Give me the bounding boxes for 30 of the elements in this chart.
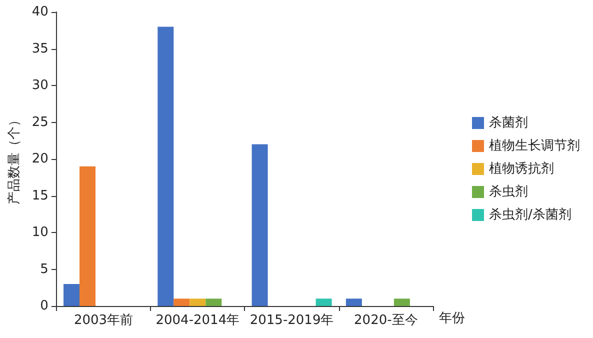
y-tick-label: 5 — [40, 262, 48, 277]
bar — [64, 284, 80, 306]
legend-label: 杀虫剂/杀菌剂 — [489, 206, 572, 222]
bar — [206, 298, 222, 306]
bar — [174, 298, 190, 306]
y-tick-label: 30 — [32, 78, 48, 93]
bar — [316, 298, 332, 306]
y-tick-label: 20 — [32, 152, 48, 166]
bar — [346, 298, 362, 306]
legend-label: 植物诱抗剂 — [489, 160, 554, 176]
y-tick-label: 0 — [40, 298, 48, 314]
bar — [252, 144, 268, 306]
legend-label: 植物生长调节剂 — [489, 138, 580, 154]
y-tick-label: 25 — [32, 114, 48, 130]
y-axis-title: 产品数量（个） — [7, 114, 22, 204]
y-tick-label: 15 — [32, 188, 48, 204]
bar — [394, 298, 410, 306]
bar — [158, 26, 174, 306]
x-axis-title: 年份 — [439, 311, 465, 326]
legend-label: 杀菌剂 — [489, 114, 528, 130]
y-tick-label: 10 — [32, 225, 48, 240]
legend-label: 杀虫剂 — [489, 184, 528, 200]
x-tick-label: 2020-至今 — [354, 313, 418, 328]
x-tick-label: 2015-2019年 — [250, 313, 334, 328]
x-tick-label: 2004-2014年 — [156, 313, 240, 328]
y-tick-label: 40 — [32, 4, 48, 20]
bar — [190, 298, 206, 306]
x-tick-label: 2003年前 — [74, 313, 134, 328]
bar — [80, 166, 96, 306]
y-tick-label: 35 — [32, 41, 48, 56]
